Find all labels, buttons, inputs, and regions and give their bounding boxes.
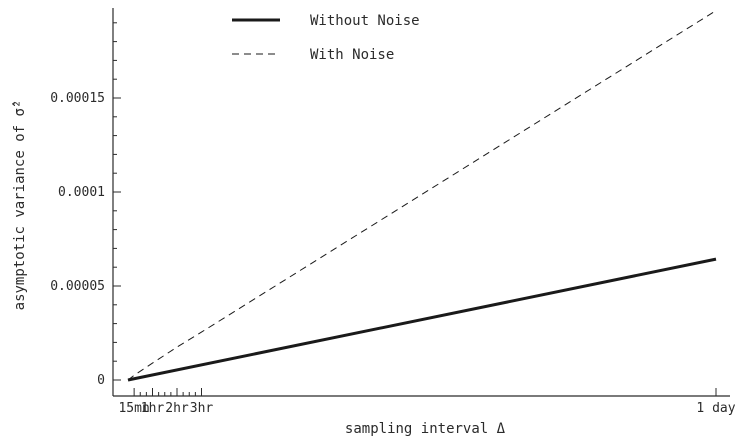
x-tick-label: 1hr (141, 401, 165, 416)
series-line-with-noise (127, 10, 717, 381)
x-axis-title: sampling interval Δ (345, 421, 506, 437)
x-tick-label: 15mn (118, 401, 149, 416)
legend-label: With Noise (310, 47, 394, 63)
x-tick-label: 1 day (696, 401, 735, 416)
legend-label: Without Noise (310, 13, 420, 29)
series-layer (127, 10, 717, 382)
legend: Without Noise With Noise (232, 13, 420, 63)
y-tick-label: 0.00015 (50, 91, 105, 106)
y-tick-label: 0.0001 (58, 185, 105, 200)
y-tick-label: 0 (97, 373, 105, 388)
x-tick-label: 2hr (165, 401, 189, 416)
x-tick-label: 3hr (190, 401, 214, 416)
series-line-without-noise (127, 257, 717, 382)
y-axis-title: asymptotic variance of σ̂² (12, 100, 28, 311)
y-tick-label: 0.00005 (50, 279, 105, 294)
